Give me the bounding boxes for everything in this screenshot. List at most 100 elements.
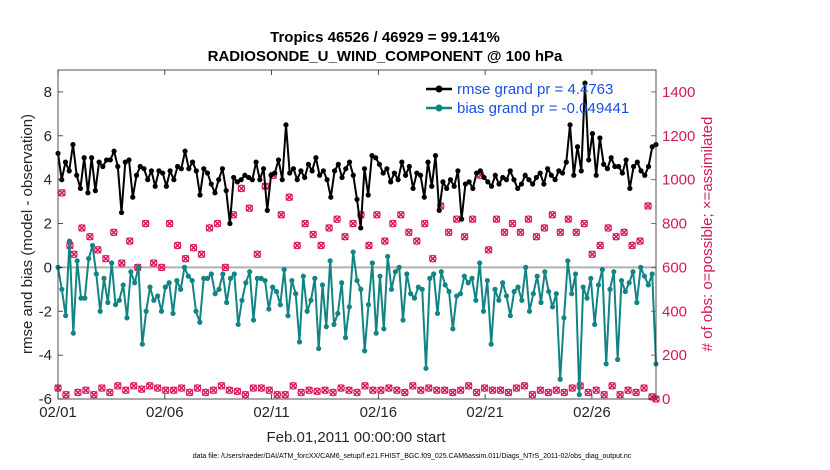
bias-point (254, 275, 260, 281)
bias-point (135, 264, 142, 270)
rmse-point (638, 168, 644, 174)
obs-possible-marker (456, 386, 465, 395)
rmse-point (212, 190, 218, 196)
obs-possible-marker (604, 224, 612, 232)
rmse-point (616, 163, 622, 170)
bias-point (304, 308, 310, 314)
obs-possible-marker (173, 241, 182, 250)
rmse-point (302, 174, 308, 181)
bias-point (112, 302, 119, 308)
obs-assimilated-marker (369, 386, 377, 394)
obs-possible-marker (137, 385, 146, 393)
obs-possible-marker (373, 210, 381, 219)
obs-assimilated-marker (644, 202, 652, 210)
obs-assimilated-marker (604, 224, 612, 232)
rmse-point (574, 144, 581, 150)
rmse-point (421, 194, 427, 200)
obs-assimilated-marker (297, 388, 305, 397)
obs-possible-marker (189, 243, 198, 252)
x-tick-label: 02/16 (360, 404, 398, 421)
bias-point (178, 286, 184, 292)
obs-possible-marker (177, 384, 186, 392)
obs-possible-marker (401, 388, 409, 397)
bias-point (308, 297, 314, 303)
rmse-point (70, 141, 76, 148)
y-left-tick-label: -6 (39, 391, 52, 408)
obs-possible-marker (548, 210, 557, 219)
obs-assimilated-marker (114, 382, 122, 390)
obs-possible-marker (381, 237, 389, 245)
bias-point (105, 299, 111, 306)
obs-possible-marker (536, 386, 545, 395)
rmse-point (515, 185, 521, 192)
rmse-point (541, 181, 547, 187)
obs-assimilated-marker (417, 386, 425, 394)
rmse-point (459, 216, 465, 222)
rmse-point (563, 159, 569, 165)
rmse-point (186, 166, 192, 172)
obs-possible-marker (552, 386, 561, 395)
rmse-point (335, 161, 341, 167)
obs-assimilated-marker (169, 386, 178, 394)
rmse-point (92, 188, 98, 194)
obs-assimilated-marker (333, 215, 341, 223)
rmse-point (440, 179, 446, 185)
bias-point (530, 291, 536, 297)
obs-possible-marker (117, 259, 126, 267)
bias-point (457, 291, 464, 297)
rmse-point (634, 159, 640, 165)
obs-possible-marker (289, 382, 298, 390)
x-tick-label: 02/21 (466, 404, 504, 421)
obs-assimilated-marker (596, 241, 604, 250)
obs-possible-marker (102, 254, 110, 263)
obs-possible-marker (389, 219, 397, 228)
rmse-point (62, 159, 69, 165)
x-tick-label: 02/11 (253, 404, 289, 421)
bias-point (197, 319, 203, 325)
obs-assimilated-marker (612, 232, 620, 241)
obs-assimilated-marker (197, 250, 206, 258)
rmse-point (272, 170, 278, 176)
bias-point (162, 284, 168, 290)
rmse-point (436, 207, 442, 213)
obs-possible-marker (409, 382, 417, 390)
bias-point (388, 286, 395, 292)
obs-possible-marker (405, 228, 413, 237)
obs-possible-marker (385, 384, 393, 392)
obs-possible-marker (98, 384, 106, 392)
obs-possible-marker (492, 215, 501, 223)
rmse-point (470, 185, 476, 192)
obs-possible-marker (560, 388, 569, 397)
obs-possible-marker (309, 230, 317, 239)
obs-assimilated-marker (86, 232, 94, 241)
bias-point (419, 286, 425, 292)
bias-point (603, 361, 609, 367)
bias-point (557, 376, 563, 382)
bias-point (158, 308, 165, 314)
bias-point (66, 238, 73, 244)
y-axis-left: -6 -4 -2 0 2 4 6 8 (39, 84, 63, 408)
obs-assimilated-marker (556, 228, 565, 237)
rmse-point (526, 177, 532, 183)
obs-possible-marker (424, 384, 433, 392)
obs-possible-marker (440, 386, 449, 395)
rmse-point (518, 181, 525, 187)
bias-point (216, 286, 222, 292)
obs-possible-marker (644, 202, 652, 210)
rmse-point (204, 170, 211, 176)
rmse-point (597, 135, 603, 141)
x-axis: 02/01 02/06 02/11 02/16 02/21 02/26 (39, 70, 611, 421)
bias-point (231, 271, 237, 277)
obs-assimilated-marker (608, 382, 616, 390)
rmse-point (365, 192, 371, 198)
bias-point (128, 269, 134, 275)
obs-assimilated-marker (245, 204, 254, 212)
bias-point (523, 264, 529, 270)
bias-point (373, 330, 379, 336)
obs-assimilated-marker (421, 219, 429, 228)
bias-point (415, 284, 421, 290)
obs-possible-marker (416, 386, 425, 395)
rmse-point (642, 172, 648, 178)
bias-point (289, 277, 295, 284)
